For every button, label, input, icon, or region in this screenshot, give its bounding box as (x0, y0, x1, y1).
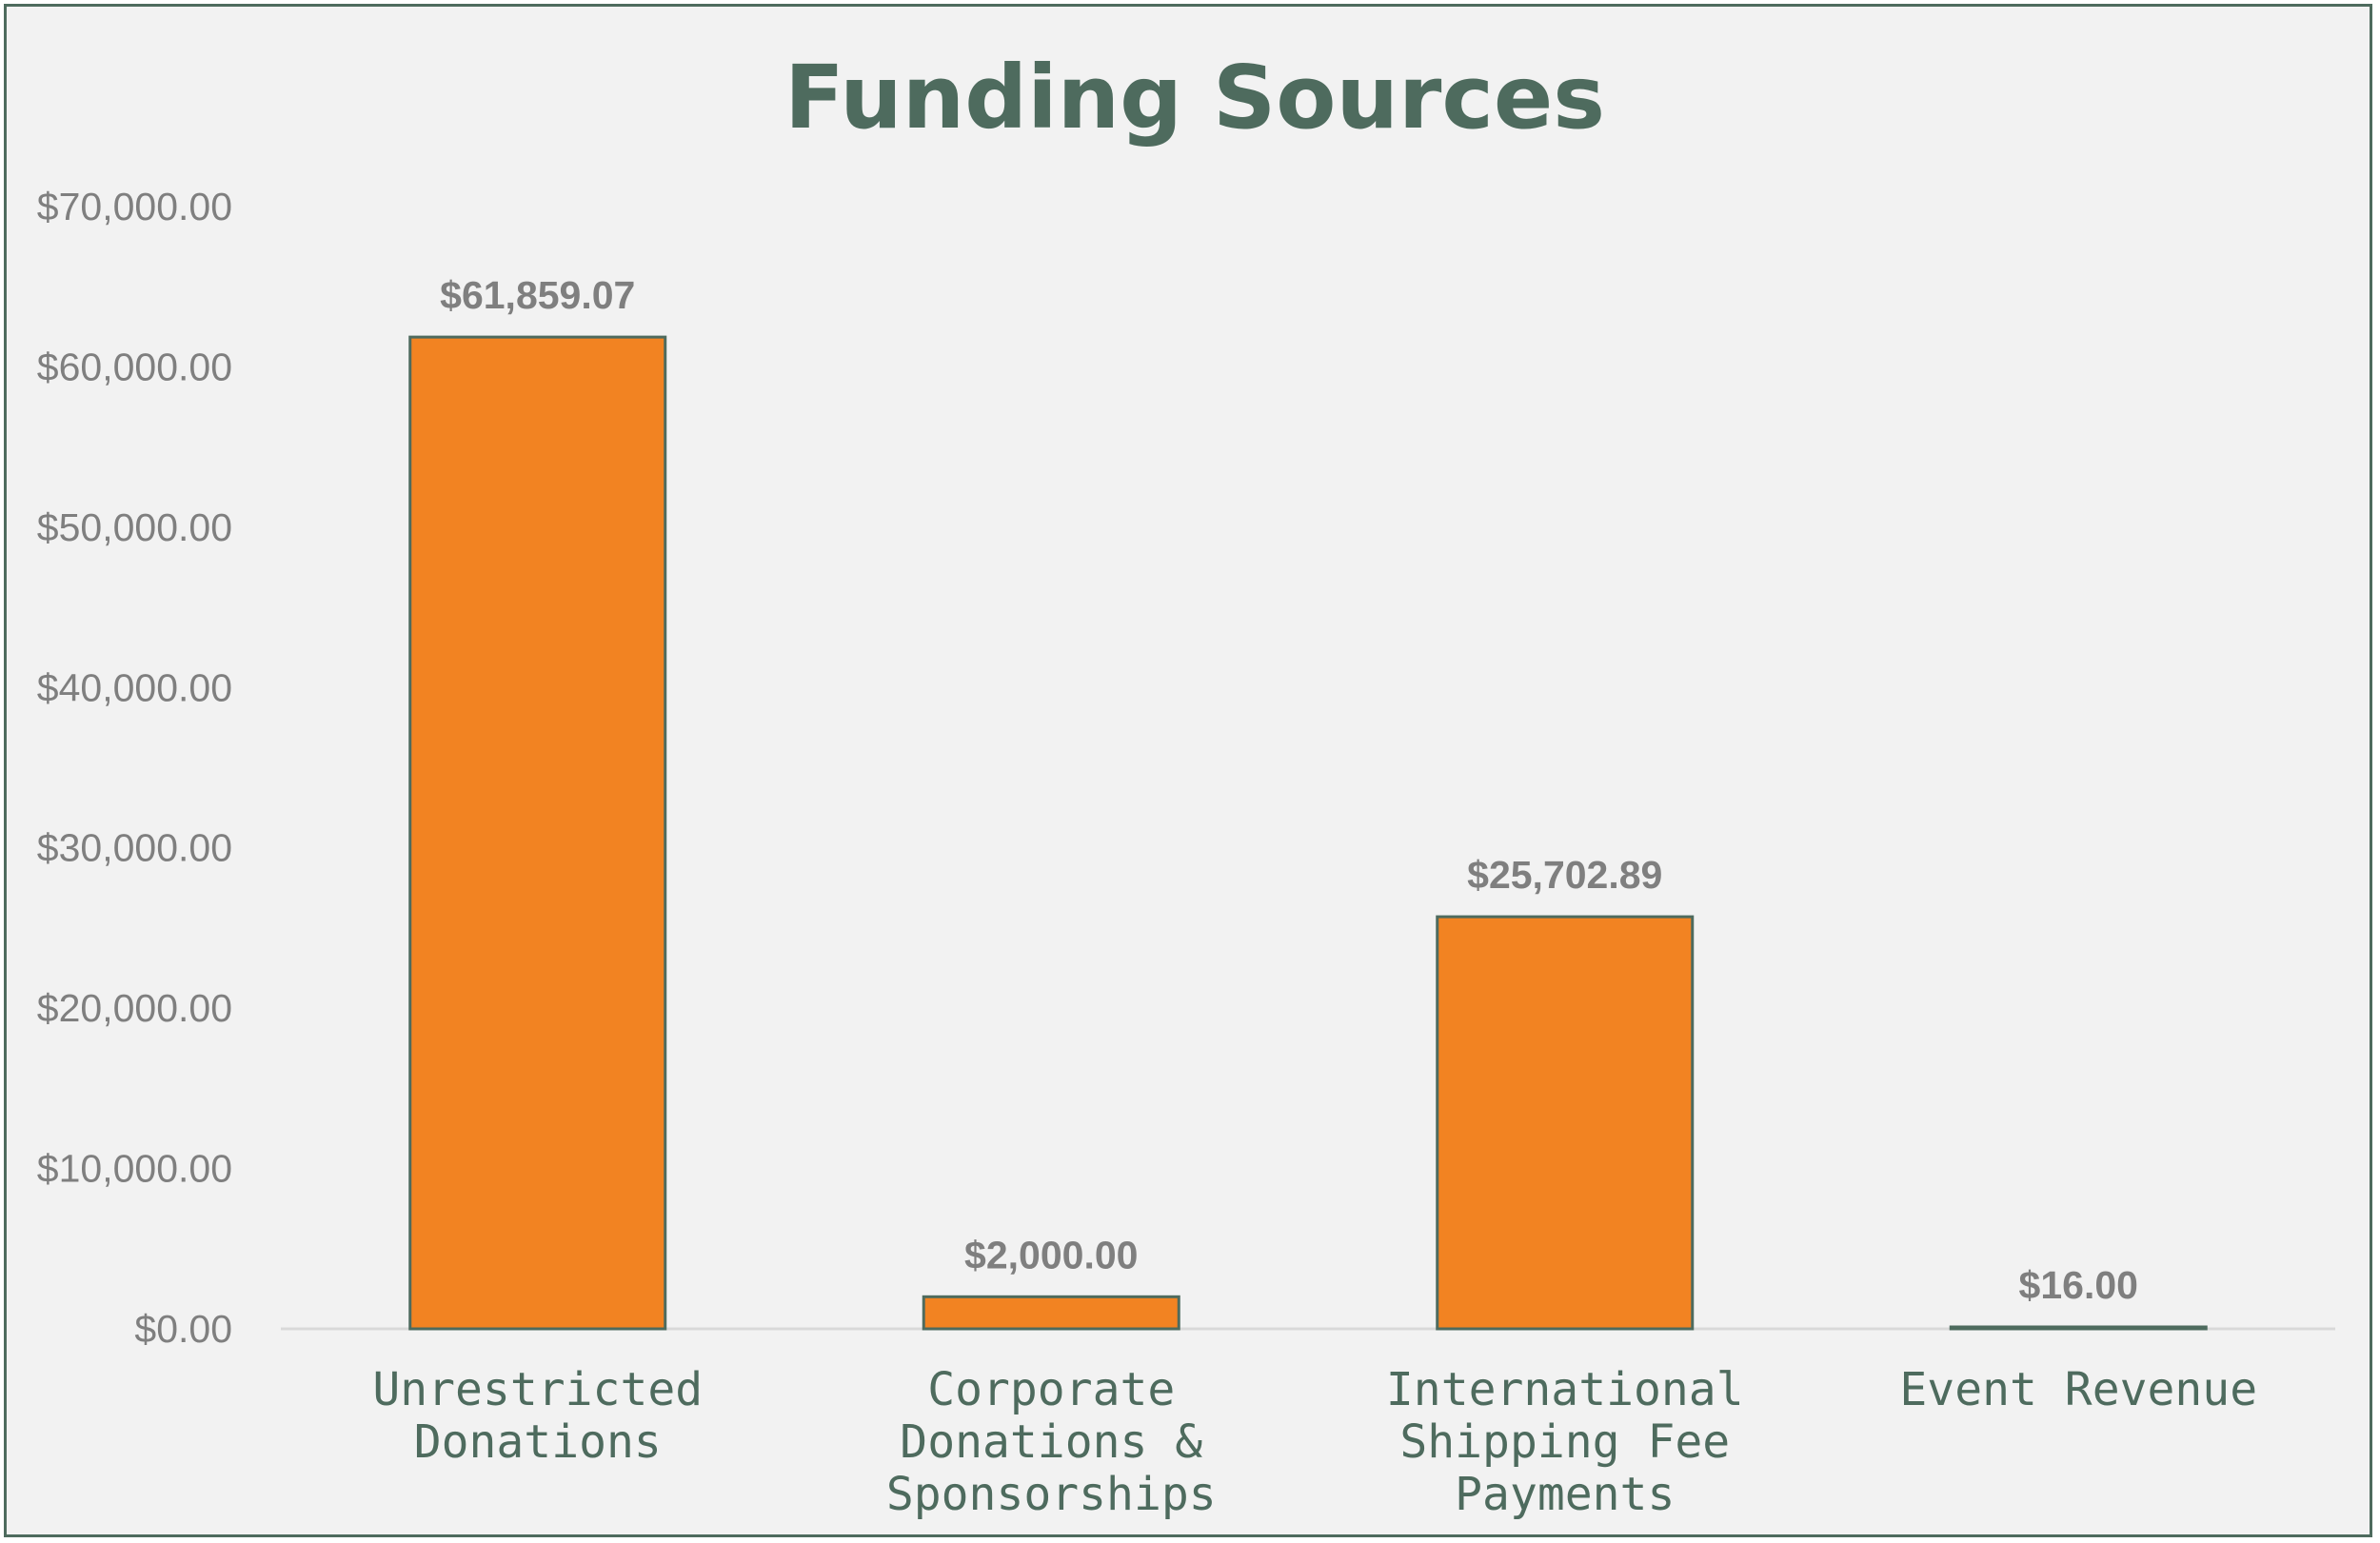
bar (1436, 915, 1695, 1331)
x-tick-label: Donations (414, 1415, 662, 1469)
data-label: $25,702.89 (1467, 853, 1662, 897)
x-tick-label: Event Revenue (1899, 1363, 2257, 1416)
data-label: $61,859.07 (440, 273, 635, 317)
y-tick-label: $30,000.00 (37, 826, 232, 870)
chart-title: Funding Sources (784, 47, 1605, 148)
bar (408, 335, 667, 1331)
bar (1949, 1325, 2208, 1331)
x-tick-label: Donations & (900, 1415, 1202, 1469)
x-tick-label: Sponsorships (886, 1468, 1217, 1521)
bars (408, 335, 2208, 1331)
bar-chart: Funding Sources $0.00 $10,000.00 $20,000.0… (37, 47, 2335, 1521)
data-label: $2,000.00 (964, 1233, 1138, 1276)
x-tick-label: Payments (1455, 1468, 1675, 1521)
data-label: $16.00 (2019, 1263, 2138, 1307)
y-tick-label: $70,000.00 (37, 185, 232, 228)
y-tick-label: $40,000.00 (37, 665, 232, 709)
x-tick-label: Unrestricted (372, 1363, 703, 1416)
y-tick-label: $0.00 (134, 1307, 232, 1351)
x-tick-label: Shipping Fee (1399, 1415, 1730, 1469)
y-tick-label: $50,000.00 (37, 505, 232, 549)
bar (922, 1295, 1180, 1331)
chart-frame: Funding Sources $0.00 $10,000.00 $20,000.0… (4, 4, 2372, 1537)
y-axis: $0.00 $10,000.00 $20,000.00 $30,000.00 $40,0… (37, 185, 232, 1351)
y-tick-label: $60,000.00 (37, 345, 232, 388)
data-labels: $61,859.07 $2,000.00 $25,702.89 $16.00 (440, 273, 2138, 1307)
x-tick-label: International (1386, 1363, 1744, 1416)
y-tick-label: $20,000.00 (37, 986, 232, 1030)
y-tick-label: $10,000.00 (37, 1147, 232, 1191)
x-tick-label: Corporate (927, 1363, 1175, 1416)
